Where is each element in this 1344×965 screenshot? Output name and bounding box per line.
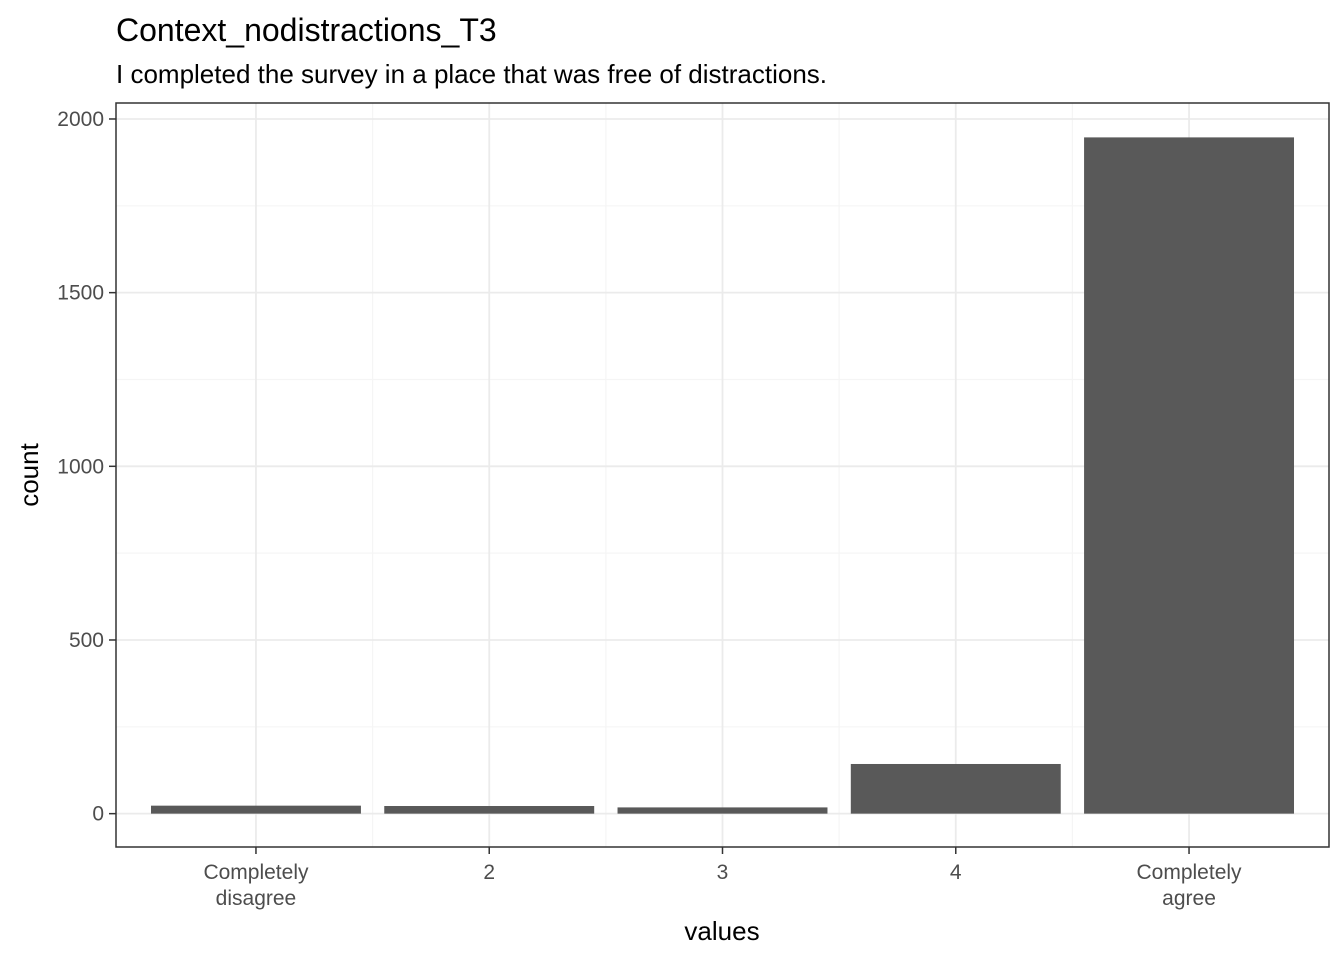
- x-tick-label: Completely agree: [1137, 861, 1243, 910]
- bars: [150, 137, 1295, 814]
- bar: [384, 806, 595, 814]
- y-tick-label: 500: [69, 629, 104, 652]
- y-tick-label: 1000: [57, 455, 104, 478]
- x-tick-label: 2: [483, 861, 495, 884]
- chart-title: Context_nodistractions_T3: [116, 12, 497, 48]
- x-tick-label: Completely disagree: [203, 861, 309, 910]
- x-axis: Completely disagree 2 3 4 Completely agree: [203, 847, 1242, 910]
- y-tick-label: 2000: [57, 108, 104, 131]
- chart-subtitle: I completed the survey in a place that w…: [116, 59, 827, 89]
- bar: [617, 807, 828, 814]
- x-tick-label: 3: [717, 861, 729, 884]
- y-axis: 0 500 1000 1500 2000: [57, 108, 116, 826]
- y-axis-title: count: [14, 442, 44, 506]
- bar: [1084, 137, 1295, 814]
- y-tick-label: 0: [92, 803, 104, 826]
- bar: [850, 763, 1061, 814]
- bar: [150, 805, 361, 814]
- x-axis-title: values: [684, 916, 759, 946]
- y-tick-label: 1500: [57, 282, 104, 305]
- x-tick-label: 4: [950, 861, 962, 884]
